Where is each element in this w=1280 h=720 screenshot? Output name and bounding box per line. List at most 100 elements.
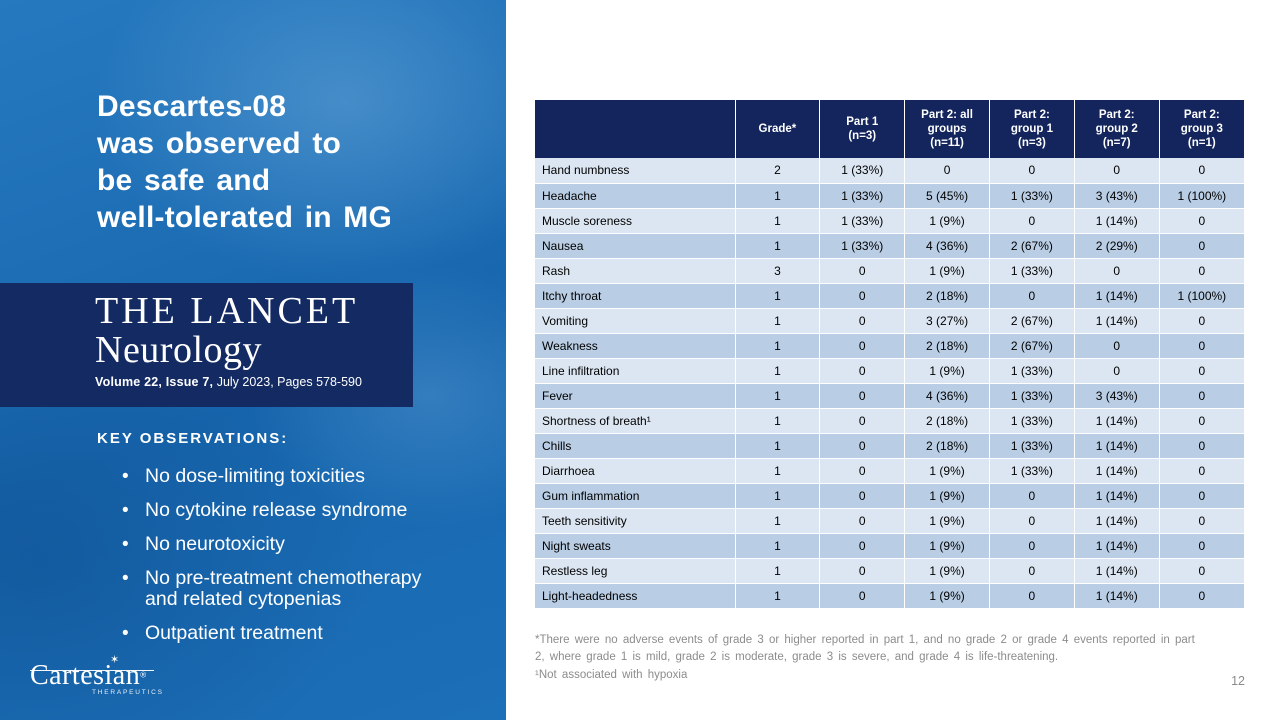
table-cell: 1 (14%) [1074, 583, 1160, 609]
column-header: Part 2: group 2 (n=7) [1074, 100, 1160, 158]
column-header: Grade* [735, 100, 821, 158]
table-cell: 2 (18%) [904, 433, 990, 459]
table-cell: 2 (67%) [989, 333, 1075, 359]
table-cell: 1 (9%) [904, 208, 990, 234]
table-cell: 1 (33%) [989, 383, 1075, 409]
row-label: Shortness of breath¹ [535, 408, 736, 434]
table-row: Chills 1 0 2 (18%) 1 (33%) 1 (14%) 0 [535, 433, 1244, 459]
table-cell: 2 [735, 158, 821, 184]
table-cell: 1 (33%) [989, 433, 1075, 459]
table-cell: 0 [989, 158, 1075, 184]
table-header: Grade* Part 1 (n=3) Part 2: all groups (n=… [535, 100, 1244, 158]
row-label: Light-headedness [535, 583, 736, 609]
table-row: Nausea 1 1 (33%) 4 (36%) 2 (67%) 2 (29%) 0 [535, 233, 1244, 259]
table-cell: 5 (45%) [904, 183, 990, 209]
row-label: Hand numbness [535, 158, 736, 184]
table-cell: 1 (9%) [904, 258, 990, 284]
citation-volume-issue: Volume 22, Issue 7, [95, 375, 214, 389]
table-row: Fever 1 0 4 (36%) 1 (33%) 3 (43%) 0 [535, 383, 1244, 409]
table-cell: 3 (43%) [1074, 183, 1160, 209]
table-cell: 0 [1159, 408, 1244, 434]
table-row: Hand numbness 2 1 (33%) 0 0 0 0 [535, 158, 1244, 184]
table-cell: 1 [735, 233, 821, 259]
table-cell: 0 [1159, 483, 1244, 509]
table-cell: 1 [735, 533, 821, 559]
table-cell: 1 (14%) [1074, 308, 1160, 334]
table-cell: 1 (14%) [1074, 483, 1160, 509]
table-cell: 4 (36%) [904, 383, 990, 409]
table-cell: 0 [989, 483, 1075, 509]
table-row: Headache 1 1 (33%) 5 (45%) 1 (33%) 3 (43%) 1 (… [535, 183, 1244, 209]
row-label: Headache [535, 183, 736, 209]
table-cell: 0 [819, 533, 906, 559]
table-cell: 0 [989, 533, 1075, 559]
logo-text: Cartesian [30, 660, 141, 691]
table-cell: 1 (100%) [1159, 183, 1244, 209]
table-cell: 1 [735, 333, 821, 359]
table-header-row: Grade* Part 1 (n=3) Part 2: all groups (n=… [535, 100, 1244, 158]
key-observations-heading: KEY OBSERVATIONS: [97, 430, 289, 447]
table-cell: 1 [735, 558, 821, 584]
table-row: Teeth sensitivity 1 0 1 (9%) 0 1 (14%) 0 [535, 508, 1244, 534]
table-cell: 0 [1074, 158, 1160, 184]
table-cell: 0 [819, 358, 906, 384]
row-label: Night sweats [535, 533, 736, 559]
table-cell: 4 (36%) [904, 233, 990, 259]
grade-footnote: *There were no adverse events of grade 3… [535, 634, 1195, 663]
table-row: Muscle soreness 1 1 (33%) 1 (9%) 0 1 (14%) 0 [535, 208, 1244, 234]
table-cell: 1 (33%) [819, 183, 906, 209]
table-cell: 0 [819, 483, 906, 509]
table-cell: 0 [819, 258, 906, 284]
table-cell: 0 [819, 583, 906, 609]
table-cell: 1 (14%) [1074, 408, 1160, 434]
citation-volume: Volume 22, Issue 7, July 2023, Pages 578… [95, 375, 413, 389]
table-row: Itchy throat 1 0 2 (18%) 0 1 (14%) 1 (100%) [535, 283, 1244, 309]
table-cell: 1 (9%) [904, 533, 990, 559]
table-row: Gum inflammation 1 0 1 (9%) 0 1 (14%) 0 [535, 483, 1244, 509]
column-header [535, 100, 736, 158]
page-number: 12 [1231, 674, 1245, 688]
table-cell: 1 (9%) [904, 483, 990, 509]
table-cell: 1 [735, 383, 821, 409]
table-cell: 1 [735, 483, 821, 509]
table-cell: 1 [735, 283, 821, 309]
table-row: Diarrhoea 1 0 1 (9%) 1 (33%) 1 (14%) 0 [535, 458, 1244, 484]
content-area: Grade* Part 1 (n=3) Part 2: all groups (n=… [506, 0, 1280, 720]
column-header: Part 2: group 3 (n=1) [1159, 100, 1244, 158]
table-cell: 1 [735, 358, 821, 384]
table-cell: 1 (14%) [1074, 208, 1160, 234]
table-cell: 1 (9%) [904, 358, 990, 384]
table-cell: 0 [819, 433, 906, 459]
table-cell: 0 [819, 333, 906, 359]
table-row: Weakness 1 0 2 (18%) 2 (67%) 0 0 [535, 333, 1244, 359]
row-label: Diarrhoea [535, 458, 736, 484]
table-cell: 3 (43%) [1074, 383, 1160, 409]
table-cell: 1 (33%) [989, 458, 1075, 484]
title-line: Descartes-08 [97, 90, 287, 123]
table-cell: 0 [1159, 158, 1244, 184]
cartesian-logo: ✶ Cartesian® THERAPEUTICS [30, 654, 164, 696]
row-label: Weakness [535, 333, 736, 359]
row-label: Fever [535, 383, 736, 409]
table-cell: 0 [1074, 258, 1160, 284]
table-row: Light-headedness 1 0 1 (9%) 0 1 (14%) 0 [535, 583, 1244, 609]
column-header: Part 2: all groups (n=11) [904, 100, 990, 158]
table-cell: 1 (9%) [904, 558, 990, 584]
table-cell: 2 (29%) [1074, 233, 1160, 259]
row-label: Teeth sensitivity [535, 508, 736, 534]
table-cell: 1 [735, 458, 821, 484]
row-label: Itchy throat [535, 283, 736, 309]
lancet-citation-box: THE LANCET Neurology Volume 22, Issue 7,… [0, 283, 413, 407]
table-cell: 1 [735, 208, 821, 234]
observation-item: No neurotoxicity [97, 534, 431, 556]
table-cell: 0 [989, 283, 1075, 309]
citation-date-pages: July 2023, Pages 578-590 [213, 375, 362, 389]
logo-crossline [30, 670, 154, 671]
table-cell: 2 (18%) [904, 283, 990, 309]
table-cell: 1 [735, 408, 821, 434]
table-cell: 0 [1159, 458, 1244, 484]
column-header: Part 1 (n=3) [819, 100, 906, 158]
lancet-journal-name: THE LANCET [95, 290, 359, 332]
column-header: Part 2: group 1 (n=3) [989, 100, 1075, 158]
